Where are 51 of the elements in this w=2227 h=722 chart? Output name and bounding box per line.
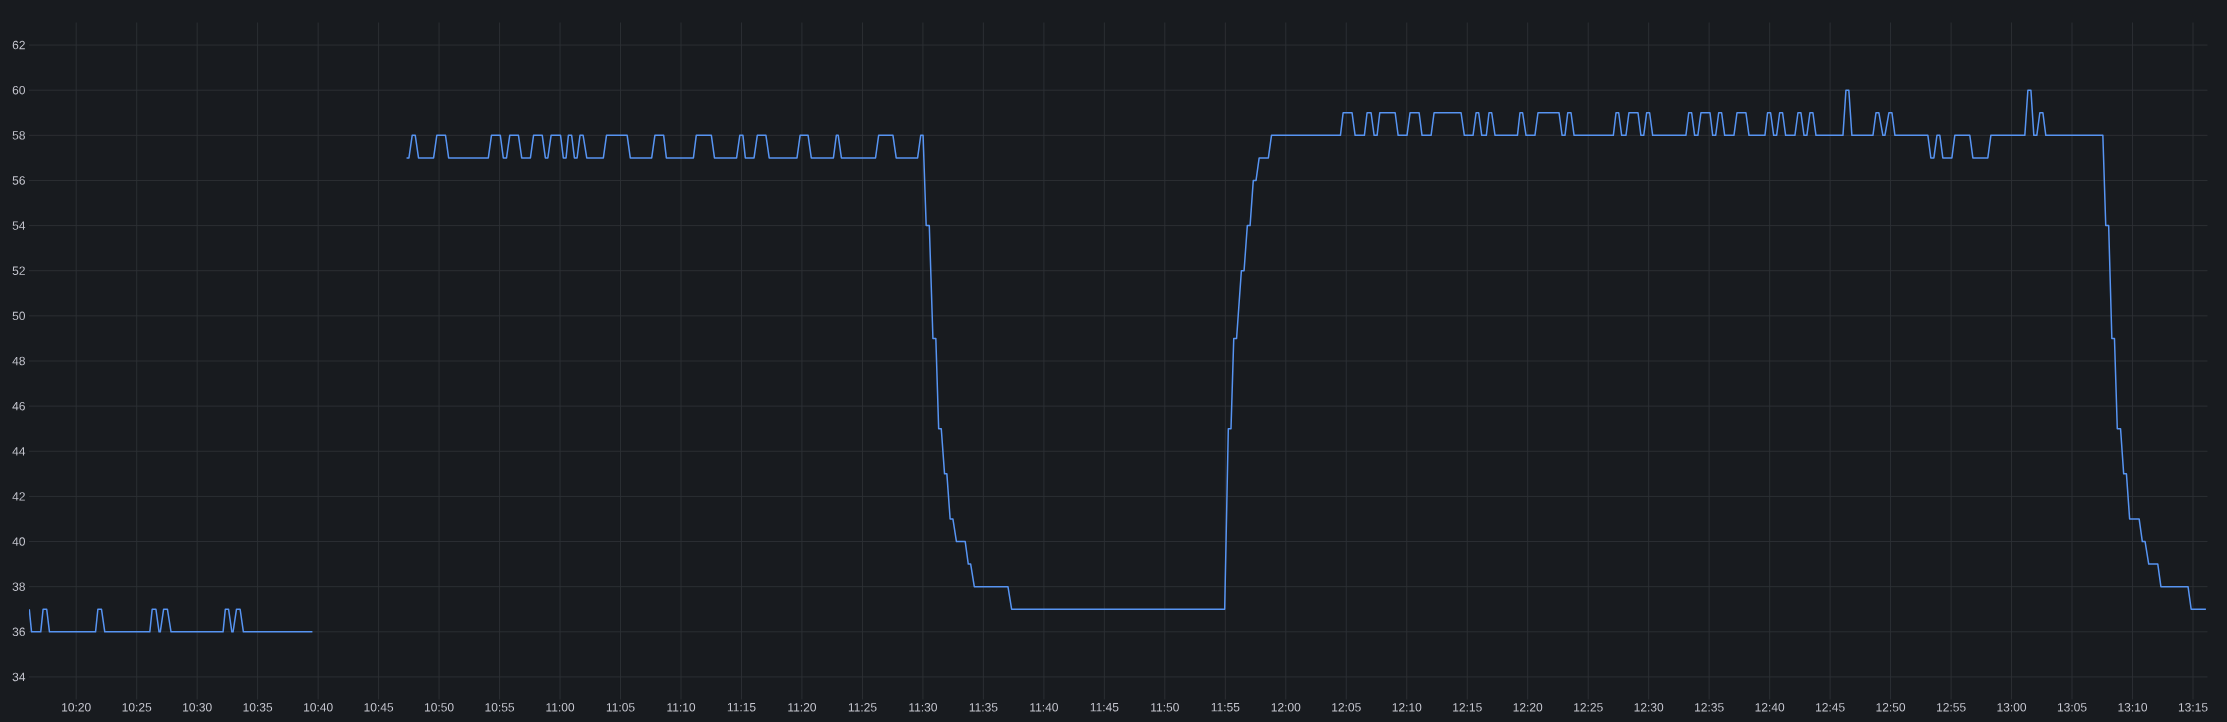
y-tick-label: 44 — [12, 447, 26, 456]
y-tick-label: 54 — [12, 221, 26, 230]
x-tick-label: 11:00 — [546, 703, 575, 712]
x-tick-label: 10:35 — [243, 703, 273, 712]
x-tick-label: 13:05 — [2057, 703, 2087, 712]
x-tick-label: 11:05 — [606, 703, 635, 712]
x-tick-label: 12:40 — [1755, 703, 1785, 712]
y-tick-label: 42 — [12, 492, 25, 501]
y-tick-label: 38 — [12, 582, 25, 591]
x-tick-label: 10:30 — [183, 703, 212, 712]
x-tick-label: 11:20 — [788, 703, 817, 712]
y-tick-label: 40 — [12, 537, 26, 546]
x-tick-label: 11:30 — [909, 703, 938, 712]
x-tick-label: 12:10 — [1392, 703, 1422, 712]
y-tick-label: 36 — [12, 627, 25, 637]
x-tick-label: 10:20 — [62, 703, 91, 712]
x-tick-label: 11:45 — [1090, 703, 1119, 712]
x-tick-label: 12:35 — [1695, 703, 1724, 712]
x-tick-label: 11:55 — [1211, 703, 1240, 712]
x-tick-label: 12:55 — [1937, 703, 1966, 712]
x-tick-label: 13:10 — [2118, 703, 2148, 712]
x-tick-label: 12:15 — [1453, 703, 1482, 712]
y-tick-label: 62 — [12, 40, 25, 50]
x-tick-label: 13:00 — [1997, 703, 2027, 712]
x-tick-label: 12:00 — [1271, 703, 1301, 712]
y-tick-label: 52 — [12, 266, 25, 275]
x-tick-label: 11:35 — [969, 703, 998, 712]
y-tick-label: 50 — [12, 311, 26, 321]
x-tick-label: 12:20 — [1513, 703, 1543, 712]
x-tick-label: 11:25 — [848, 703, 877, 712]
x-tick-label: 10:50 — [424, 703, 454, 712]
y-tick-label: 58 — [12, 131, 25, 140]
x-tick-label: 10:40 — [304, 703, 333, 712]
x-tick-label: 12:50 — [1876, 703, 1906, 712]
x-tick-label: 11:50 — [1151, 703, 1179, 712]
x-tick-label: 13:15 — [2178, 703, 2208, 712]
x-tick-label: 12:30 — [1634, 703, 1664, 712]
x-tick-label: 10:45 — [364, 703, 394, 712]
y-tick-label: 48 — [12, 356, 25, 366]
x-tick-label: 10:55 — [485, 703, 515, 712]
x-tick-label: 11:15 — [727, 703, 756, 712]
y-tick-label: 60 — [12, 85, 26, 95]
x-tick-label: 10:25 — [122, 703, 152, 712]
y-tick-label: 46 — [12, 401, 25, 411]
x-tick-label: 11:10 — [667, 703, 696, 712]
y-tick-label: 56 — [12, 176, 25, 185]
x-tick-label: 11:40 — [1030, 703, 1058, 712]
x-tick-label: 12:05 — [1332, 703, 1361, 712]
x-tick-label: 12:25 — [1574, 703, 1603, 712]
y-tick-label: 34 — [12, 672, 26, 682]
x-tick-label: 12:45 — [1816, 703, 1845, 712]
